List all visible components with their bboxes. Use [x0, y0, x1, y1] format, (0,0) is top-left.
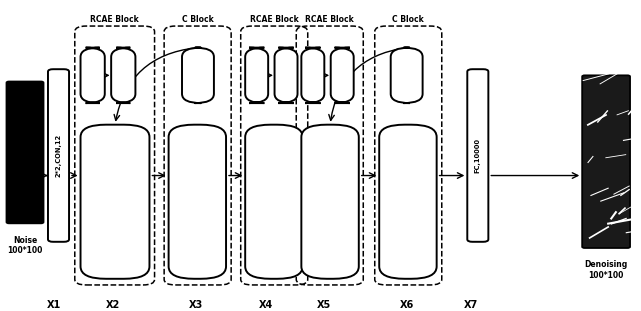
Text: 3, CON: 3, CON — [110, 186, 119, 218]
FancyBboxPatch shape — [6, 81, 44, 223]
FancyBboxPatch shape — [582, 75, 630, 248]
FancyBboxPatch shape — [301, 125, 359, 279]
FancyBboxPatch shape — [111, 48, 135, 103]
Text: Encode: Encode — [254, 61, 260, 90]
FancyBboxPatch shape — [391, 48, 422, 103]
Text: RCAE Block: RCAE Block — [90, 15, 139, 24]
Text: Noise
100*100: Noise 100*100 — [7, 236, 43, 255]
Text: X4: X4 — [259, 299, 273, 310]
Text: X6: X6 — [399, 299, 414, 310]
Text: Encode: Encode — [310, 61, 316, 90]
Text: C Block: C Block — [392, 15, 424, 24]
Text: 3, CON: 3, CON — [326, 186, 335, 218]
FancyBboxPatch shape — [274, 48, 297, 103]
Text: 3, CON: 3, CON — [269, 186, 278, 218]
FancyBboxPatch shape — [331, 48, 354, 103]
Text: X1: X1 — [47, 299, 61, 310]
Text: 2*2,CON,12: 2*2,CON,12 — [56, 134, 62, 177]
Text: Decode: Decode — [121, 61, 126, 90]
FancyBboxPatch shape — [81, 48, 104, 103]
Text: Decode: Decode — [283, 61, 289, 90]
Text: X7: X7 — [463, 299, 478, 310]
Text: X2: X2 — [106, 299, 121, 310]
Text: 1*1, 50
3*3, 50
1*1, 24: 1*1, 50 3*3, 50 1*1, 24 — [187, 187, 207, 216]
Text: CON,2*2: CON,2*2 — [404, 59, 410, 92]
FancyBboxPatch shape — [246, 48, 268, 103]
FancyBboxPatch shape — [169, 125, 226, 279]
Text: RCAE Block: RCAE Block — [250, 15, 299, 24]
Text: C Block: C Block — [182, 15, 213, 24]
Text: FC,10000: FC,10000 — [475, 138, 481, 173]
Text: X3: X3 — [189, 299, 203, 310]
Text: X5: X5 — [317, 299, 331, 310]
Text: Decode: Decode — [339, 61, 345, 90]
FancyBboxPatch shape — [467, 69, 488, 242]
FancyBboxPatch shape — [301, 48, 324, 103]
FancyBboxPatch shape — [246, 125, 303, 279]
FancyBboxPatch shape — [182, 48, 214, 103]
Text: Denoising
100*100: Denoising 100*100 — [585, 260, 628, 280]
FancyBboxPatch shape — [81, 125, 149, 279]
Text: Encode: Encode — [90, 61, 96, 90]
Text: CON,2*2: CON,2*2 — [195, 59, 201, 92]
Text: 1*1, 50
3*3, 50
1*1, 8: 1*1, 50 3*3, 50 1*1, 8 — [398, 187, 418, 216]
FancyBboxPatch shape — [48, 69, 69, 242]
FancyBboxPatch shape — [379, 125, 437, 279]
Text: RCAE Block: RCAE Block — [305, 15, 354, 24]
